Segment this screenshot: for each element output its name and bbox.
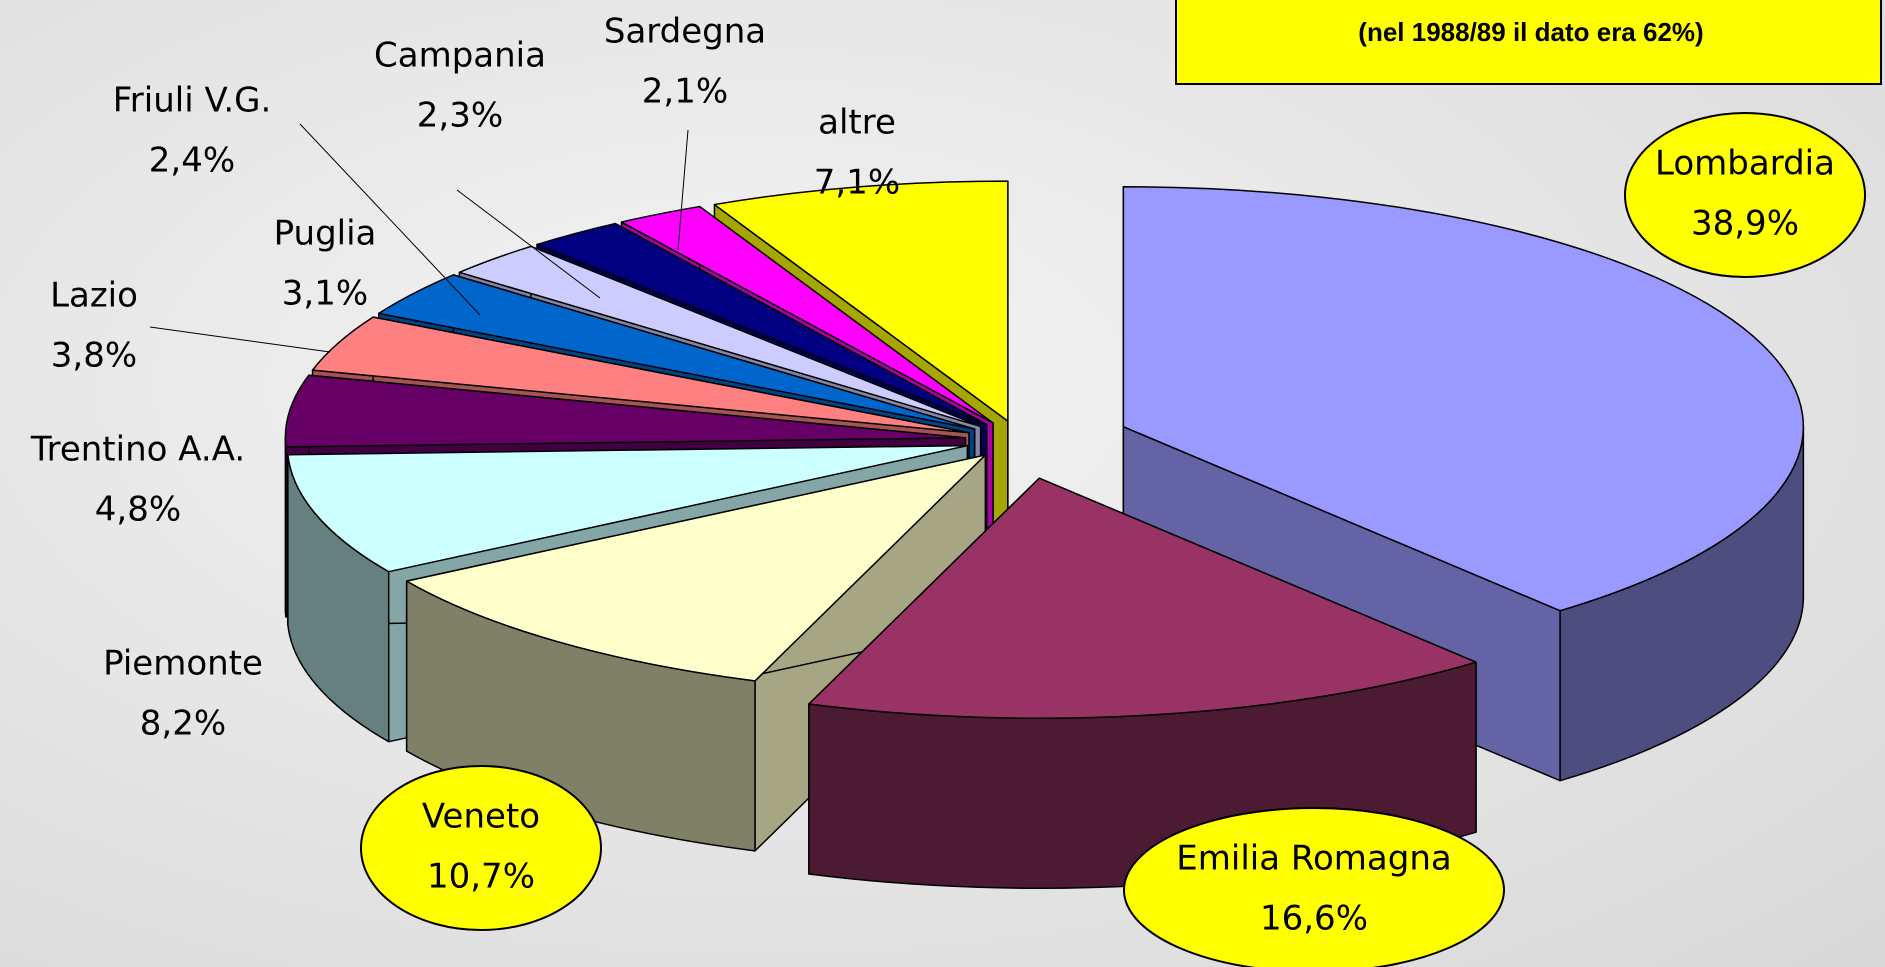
leader-line bbox=[299, 123, 481, 316]
slice-value: 16,6% bbox=[1260, 899, 1368, 939]
callout bbox=[1123, 807, 1505, 967]
annotation-box bbox=[1175, 0, 1882, 85]
slice-top bbox=[405, 454, 987, 682]
slice-value: 3,8% bbox=[51, 336, 137, 376]
slice-value: 38,9% bbox=[1691, 204, 1799, 244]
slice-label: Lazio bbox=[50, 276, 138, 316]
slice-top bbox=[536, 222, 988, 426]
slice-top bbox=[713, 180, 1009, 422]
slice-label: Veneto bbox=[422, 797, 540, 837]
slice-value: 3,1% bbox=[282, 274, 368, 314]
leader-line bbox=[149, 326, 331, 353]
slice-top bbox=[1122, 185, 1805, 612]
slice-value: 2,1% bbox=[642, 72, 728, 112]
slice-value: 2,4% bbox=[149, 141, 235, 181]
slice-label: Trentino A.A. bbox=[30, 430, 245, 470]
slice-top bbox=[620, 205, 994, 424]
slice-label: Campania bbox=[374, 36, 546, 76]
callout bbox=[360, 765, 602, 931]
callout bbox=[1624, 112, 1866, 278]
slice-value: 7,1% bbox=[814, 163, 900, 203]
annotation: (nel 1988/89 il dato era 62%) bbox=[1358, 17, 1703, 47]
pie bbox=[284, 180, 1805, 889]
slice-top bbox=[808, 477, 1477, 719]
slice-top bbox=[311, 316, 970, 434]
slice-label: Sardegna bbox=[604, 12, 766, 52]
labels: Lombardia 38,9% Emilia Romagna 16,6% Veneto 1… bbox=[30, 12, 1866, 967]
slice-label: Piemonte bbox=[103, 644, 263, 684]
slice-top bbox=[287, 444, 969, 573]
slice-label: Friuli V.G. bbox=[113, 81, 272, 121]
slice-value: 4,8% bbox=[95, 490, 181, 530]
slice-value: 2,3% bbox=[417, 96, 503, 136]
slice-top bbox=[284, 374, 967, 448]
leader-line bbox=[677, 129, 689, 251]
slice-label: Emilia Romagna bbox=[1176, 839, 1451, 879]
slice-label: Lombardia bbox=[1655, 144, 1835, 184]
slice-value: 8,2% bbox=[140, 704, 226, 744]
slice-value: 10,7% bbox=[427, 857, 535, 897]
slice-top bbox=[377, 274, 976, 430]
slice-label: altre bbox=[818, 103, 896, 143]
slice-label: Puglia bbox=[274, 214, 377, 254]
leader-line bbox=[456, 189, 601, 299]
